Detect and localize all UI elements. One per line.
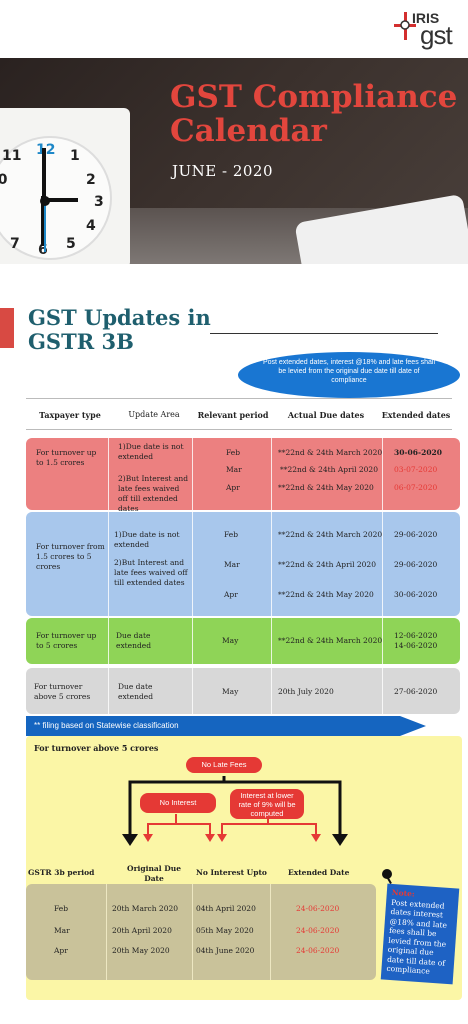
banner-arrow-tip [400, 716, 426, 736]
update-area-cell: 1)Due date is not extended [118, 442, 184, 461]
header-actual-due-dates: Actual Due dates [287, 410, 365, 420]
period-cell: May [222, 687, 239, 696]
table-row: For turnover above 5 crores Due date ext… [26, 668, 460, 714]
header-gstr-period: GSTR 3b period [28, 868, 95, 877]
clock-face: 12 1 11 10 2 3 4 5 6 7 [0, 136, 112, 260]
period-cell: Apr [54, 946, 68, 955]
period-cell: Apr [226, 483, 240, 492]
update-area-cell: Due date extended [116, 631, 151, 650]
due-date-cell: 20th April 2020 [112, 926, 172, 935]
no-interest-cell: 05th May 2020 [196, 926, 254, 935]
note-card: Note: Post extended dates interest @18% … [380, 883, 460, 985]
due-date-cell: 20th March 2020 [112, 904, 179, 913]
statewise-banner: ** filing based on Statewise classificat… [26, 716, 400, 736]
header-extended-dates: Extended dates [381, 410, 451, 420]
update-area-cell: Due date extended [118, 682, 153, 701]
period-cell: Feb [224, 530, 239, 539]
extended-date-cell: 12-06-2020 [394, 631, 438, 640]
taxpayer-type-cell: For turnover up to 5 crores [36, 631, 97, 650]
period-cell: Mar [224, 560, 240, 569]
due-date-cell: 20th May 2020 [112, 946, 170, 955]
extended-date-cell: 24-06-2020 [296, 926, 340, 935]
table-header: Taxpayer type Update Area Relevant perio… [26, 398, 452, 430]
period-cell: Feb [54, 904, 69, 913]
extended-date-cell: 06-07-2020 [394, 483, 438, 492]
period-cell: Mar [54, 926, 70, 935]
hero-subtitle: JUNE - 2020 [172, 162, 274, 180]
clock-number: 7 [10, 236, 20, 252]
clock-number: 2 [86, 172, 96, 188]
header-taxpayer-type: Taxpayer type [39, 410, 101, 420]
clock-number: 6 [38, 242, 48, 258]
phone-image [294, 193, 468, 264]
extended-date-cell: 30-06-2020 [394, 590, 438, 599]
due-date-cell: **22nd & 24th April 2020 [278, 560, 376, 569]
taxpayer-type-cell: For turnover from 1.5 crores to 5 crores [36, 542, 105, 571]
flow-arrows [122, 776, 348, 846]
clock-number: 4 [86, 218, 96, 234]
extended-date-cell: 14-06-2020 [394, 641, 438, 650]
clock-number: 11 [2, 148, 22, 164]
due-date-cell: **22nd & 24th March 2020 [278, 636, 383, 645]
interest-callout: Post extended dates, interest @18% and l… [238, 352, 460, 398]
table-row: For turnover up to 5 crores Due date ext… [26, 618, 460, 664]
iris-gst-logo: IRIS gst [394, 8, 464, 50]
update-area-cell: 2)But Interest and late fees waived off … [114, 558, 188, 587]
table-row: For turnover from 1.5 crores to 5 crores… [26, 512, 460, 616]
due-date-cell: **22nd & 24th May 2020 [278, 590, 374, 599]
extended-date-cell: 24-06-2020 [296, 946, 340, 955]
period-cell: May [222, 636, 239, 645]
extended-date-cell: 29-06-2020 [394, 560, 438, 569]
logo-iris-text: IRIS [412, 10, 440, 26]
hero-banner: 12 1 11 10 2 3 4 5 6 7 GST Compliance Ca… [0, 58, 468, 264]
hero-title: GST Compliance Calendar [170, 79, 458, 149]
no-interest-cell: 04th June 2020 [196, 946, 255, 955]
extended-date-cell: 30-06-2020 [394, 448, 442, 457]
extended-date-cell: 27-06-2020 [394, 687, 438, 696]
update-area-cell: 1)Due date is not extended [114, 530, 180, 549]
header-no-interest-upto: No Interest Upto [196, 868, 267, 877]
extended-date-cell: 24-06-2020 [296, 904, 340, 913]
logo-gst-text: gst [420, 20, 453, 50]
update-area-cell: 2)But Interest and late fees waived off … [118, 474, 189, 513]
taxpayer-type-cell: For turnover up to 1.5 crores [36, 448, 97, 467]
logo-mark-icon [394, 12, 416, 40]
clock-number: 5 [66, 236, 76, 252]
section-accent-bar [0, 308, 14, 348]
period-cell: Mar [226, 465, 242, 474]
taxpayer-type-cell: For turnover above 5 crores [34, 682, 91, 701]
above-5-crores-title: For turnover above 5 crores [34, 743, 159, 753]
header-relevant-period: Relevant period [197, 410, 269, 420]
due-date-cell: **22nd & 24th April 2020 [280, 465, 378, 474]
no-late-fees-pill: No Late Fees [186, 757, 262, 773]
due-date-cell: **22nd & 24th March 2020 [278, 530, 383, 539]
pushpin-icon [382, 869, 392, 884]
lower-rate-pill: Interest at lower rate of 9% will be com… [230, 789, 304, 819]
clock-number: 10 [0, 172, 8, 188]
period-cell: Feb [226, 448, 241, 457]
due-date-cell: **22nd & 24th March 2020 [278, 448, 383, 457]
header-original-due: Original Due Date [127, 864, 181, 883]
period-cell: Apr [224, 590, 238, 599]
extended-date-cell: 29-06-2020 [394, 530, 438, 539]
no-interest-pill: No Interest [140, 793, 216, 813]
header-extended-date: Extended Date [288, 868, 350, 877]
no-interest-cell: 04th April 2020 [196, 904, 256, 913]
section-title: GST Updates in GSTR 3B [28, 305, 211, 354]
clock-number: 3 [94, 194, 104, 210]
extended-date-cell: 03-07-2020 [394, 465, 438, 474]
due-date-cell: **22nd & 24th May 2020 [278, 483, 374, 492]
due-date-cell: 20th July 2020 [278, 687, 334, 696]
header-update-area: Update Area [128, 410, 180, 419]
above-5-table: Feb 20th March 2020 04th April 2020 24-0… [26, 884, 376, 980]
clock-number: 1 [70, 148, 80, 164]
table-row: For turnover up to 1.5 crores 1)Due date… [26, 438, 460, 513]
note-text: Post extended dates interest @18% and la… [386, 897, 448, 976]
section-divider [210, 333, 438, 334]
